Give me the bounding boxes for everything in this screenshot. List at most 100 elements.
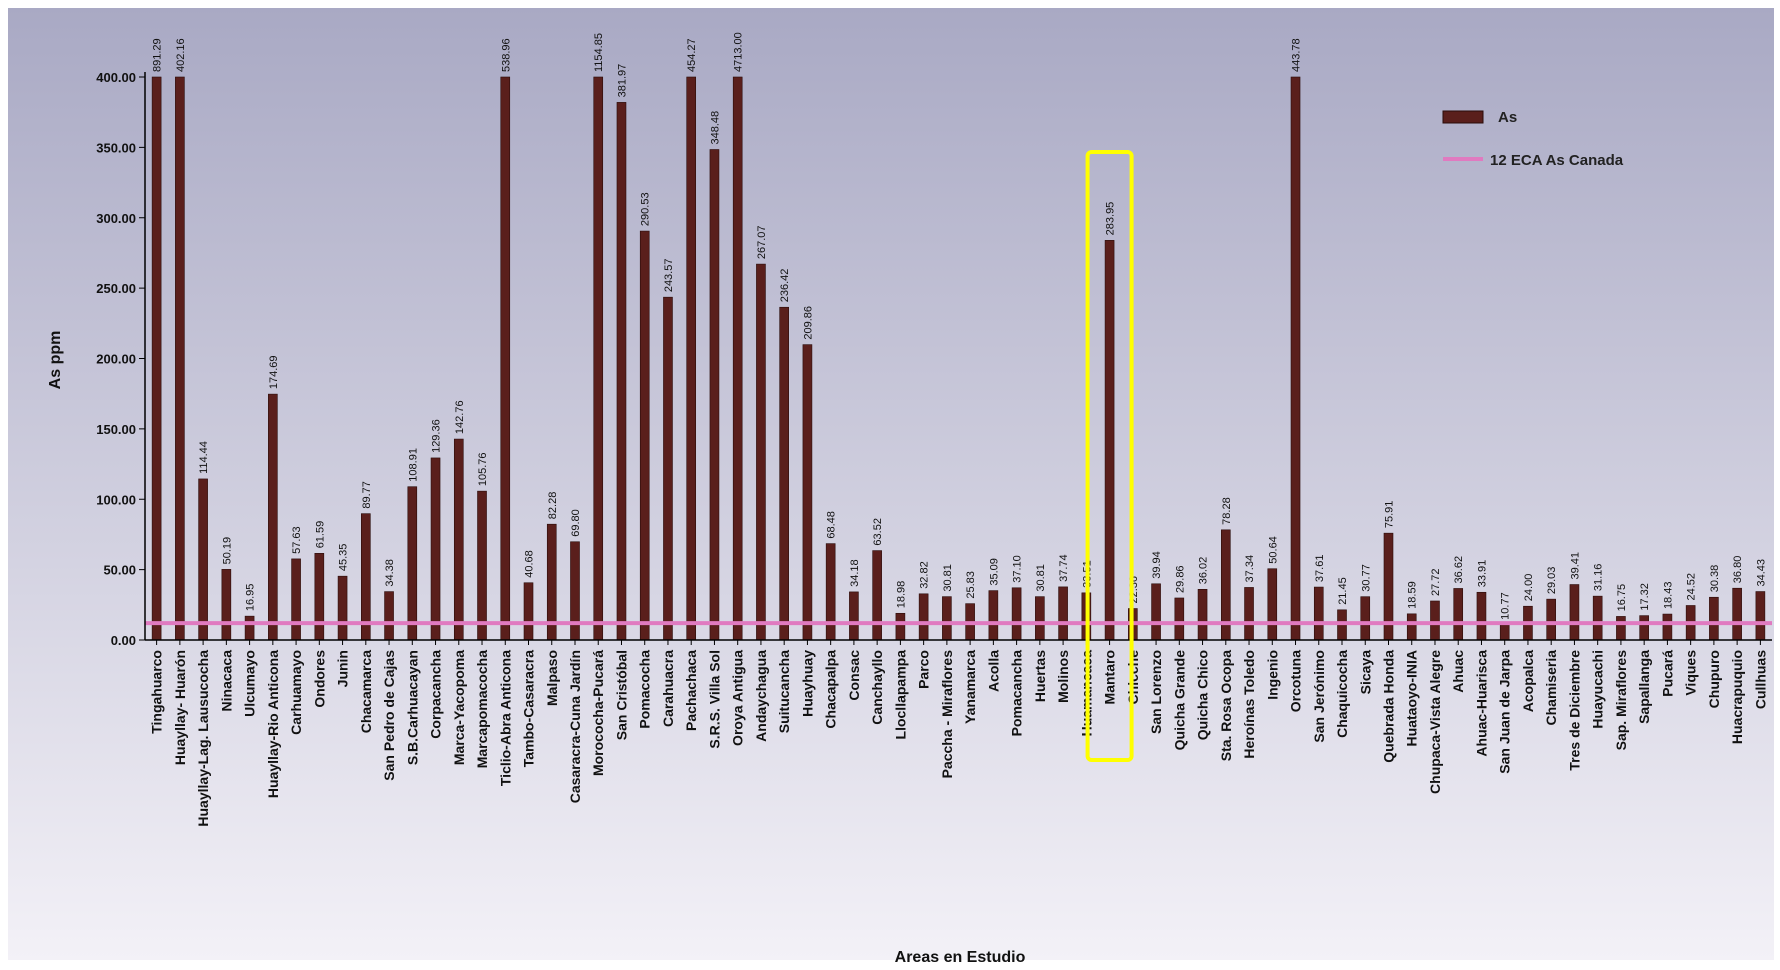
value-label: 18.98 bbox=[895, 581, 907, 609]
category-label: Ahuac-Huarisca bbox=[1473, 650, 1489, 757]
bar-huertas bbox=[1035, 596, 1045, 641]
category-label: San Lorenzo bbox=[1148, 650, 1164, 734]
bar-quicha-chico bbox=[1197, 589, 1208, 641]
value-label: 36.80 bbox=[1732, 556, 1744, 584]
bar-paccha-miraflores bbox=[942, 596, 952, 641]
legend-swatch-as bbox=[1442, 110, 1484, 124]
y-tick-label: 150.00 bbox=[96, 422, 136, 437]
category-label: Suitucancha bbox=[776, 650, 792, 733]
category-label: Corpacancha bbox=[428, 650, 444, 739]
category-label: Paccha - Miraflores bbox=[939, 650, 955, 779]
value-label: 39.94 bbox=[1151, 551, 1163, 579]
category-label: Cullhuas bbox=[1752, 650, 1768, 709]
category-label: Oroya Antigua bbox=[730, 650, 746, 746]
category-label: Huayllay-Rio Anticona bbox=[265, 650, 281, 798]
category-label: Quicha Grande bbox=[1171, 650, 1187, 751]
value-label: 34.38 bbox=[384, 559, 396, 587]
value-label: 290.53 bbox=[640, 192, 652, 226]
value-label: 30.38 bbox=[1709, 565, 1721, 593]
category-label: Orcotuna bbox=[1288, 650, 1304, 712]
y-tick-label: 350.00 bbox=[96, 140, 136, 155]
category-label: Canchayllo bbox=[869, 650, 885, 725]
highlight-box-mantaro bbox=[1085, 150, 1134, 762]
value-label: 69.80 bbox=[570, 509, 582, 537]
value-label: 283.95 bbox=[1105, 202, 1117, 236]
value-label: 82.28 bbox=[547, 492, 559, 520]
bar-sap-miraflores bbox=[1616, 616, 1626, 641]
y-tick-label: 400.00 bbox=[96, 70, 136, 85]
y-tick-label: 200.00 bbox=[96, 352, 136, 367]
bar-suitucancha bbox=[779, 306, 789, 641]
category-label: Quicha Chico bbox=[1195, 650, 1211, 740]
value-label: 50.19 bbox=[221, 537, 233, 565]
category-label: Sapallanga bbox=[1636, 650, 1652, 724]
category-label: Chamiseria bbox=[1543, 650, 1559, 726]
category-label: Consac bbox=[846, 650, 862, 701]
category-label: Chacapalpa bbox=[823, 650, 839, 729]
bar-quicha-grande bbox=[1174, 597, 1185, 641]
value-label: 57.63 bbox=[291, 526, 303, 554]
bar-tres-de-diciembre bbox=[1569, 584, 1580, 641]
bar-tambo-casaracra bbox=[523, 582, 534, 641]
category-label: Tingahuarco bbox=[149, 650, 165, 734]
bar-ulcumayo bbox=[244, 615, 255, 641]
y-axis-title: As ppm bbox=[47, 331, 64, 390]
value-label: 16.75 bbox=[1616, 584, 1628, 612]
bar-chupaca-vista-alegre bbox=[1430, 600, 1440, 641]
category-label: Huayllay-Lag. Lausucocha bbox=[195, 650, 211, 827]
y-tick-label: 50.00 bbox=[103, 563, 136, 578]
bar-s-b-carhuacayan bbox=[407, 486, 418, 641]
bar-oroya-antigua bbox=[732, 76, 743, 641]
bar-chacamarca bbox=[361, 513, 371, 641]
category-label: Mantaro bbox=[1102, 650, 1118, 704]
bar-pachachaca bbox=[686, 76, 697, 641]
value-label: 108.91 bbox=[407, 448, 419, 482]
category-label: Pomacancha bbox=[1009, 650, 1025, 737]
value-label: 129.36 bbox=[431, 419, 443, 453]
value-label: 75.91 bbox=[1383, 501, 1395, 529]
category-label: Carhuamayo bbox=[288, 650, 304, 735]
value-label: 142.76 bbox=[454, 400, 466, 434]
value-label: 402.16 bbox=[175, 38, 187, 72]
category-label: Sap. Miraflores bbox=[1613, 650, 1629, 751]
bar-huayucachi bbox=[1592, 595, 1603, 641]
value-label: 30.81 bbox=[942, 564, 954, 592]
axes-group bbox=[144, 72, 1772, 641]
value-label: 35.09 bbox=[988, 558, 1000, 586]
category-label: Huayucachi bbox=[1590, 650, 1606, 729]
category-label: Quebrada Honda bbox=[1380, 650, 1396, 763]
category-label: San Pedro de Cajas bbox=[381, 650, 397, 781]
category-label: Chupuro bbox=[1706, 650, 1722, 708]
bar-huacrapuquio bbox=[1732, 587, 1742, 641]
value-label: 25.83 bbox=[965, 571, 977, 599]
bar-san-juan-de-jarpa bbox=[1499, 624, 1510, 641]
bar-molinos bbox=[1058, 586, 1068, 641]
value-label: 18.43 bbox=[1662, 582, 1674, 610]
value-label: 538.96 bbox=[500, 38, 512, 72]
bar-chamiseria bbox=[1546, 598, 1556, 641]
category-label: Chaquicocha bbox=[1334, 650, 1350, 738]
y-tick-label: 100.00 bbox=[96, 492, 136, 507]
bar-marcapomacocha bbox=[477, 490, 487, 641]
category-label: Huataoyo-INIA bbox=[1404, 650, 1420, 746]
plot-background bbox=[8, 8, 1774, 960]
bar-ninacaca bbox=[221, 569, 232, 641]
value-label: 21.45 bbox=[1337, 577, 1349, 605]
bar-huayllay-rio-anticona bbox=[268, 393, 278, 641]
bar-san-jeronimo bbox=[1313, 586, 1324, 641]
category-label: Ondores bbox=[311, 650, 327, 708]
value-label: 891.29 bbox=[152, 38, 164, 72]
bar-junin bbox=[337, 575, 348, 641]
value-label: 27.72 bbox=[1430, 568, 1442, 596]
value-label: 267.07 bbox=[756, 225, 768, 259]
value-label: 37.10 bbox=[1012, 555, 1024, 583]
value-label: 37.74 bbox=[1058, 554, 1070, 582]
bar-tingahuarco bbox=[151, 76, 162, 641]
value-label: 454.27 bbox=[686, 38, 698, 72]
value-label: 31.16 bbox=[1593, 564, 1605, 592]
y-tick-label: 0.00 bbox=[111, 633, 136, 648]
value-label: 30.77 bbox=[1360, 564, 1372, 592]
bar-ahuac-huarisca bbox=[1476, 591, 1487, 641]
category-label: Pachachaca bbox=[683, 650, 699, 731]
category-labels-group: Tingahuarco Huayllay- Huarón Huayllay-Lag.… bbox=[149, 640, 1768, 827]
